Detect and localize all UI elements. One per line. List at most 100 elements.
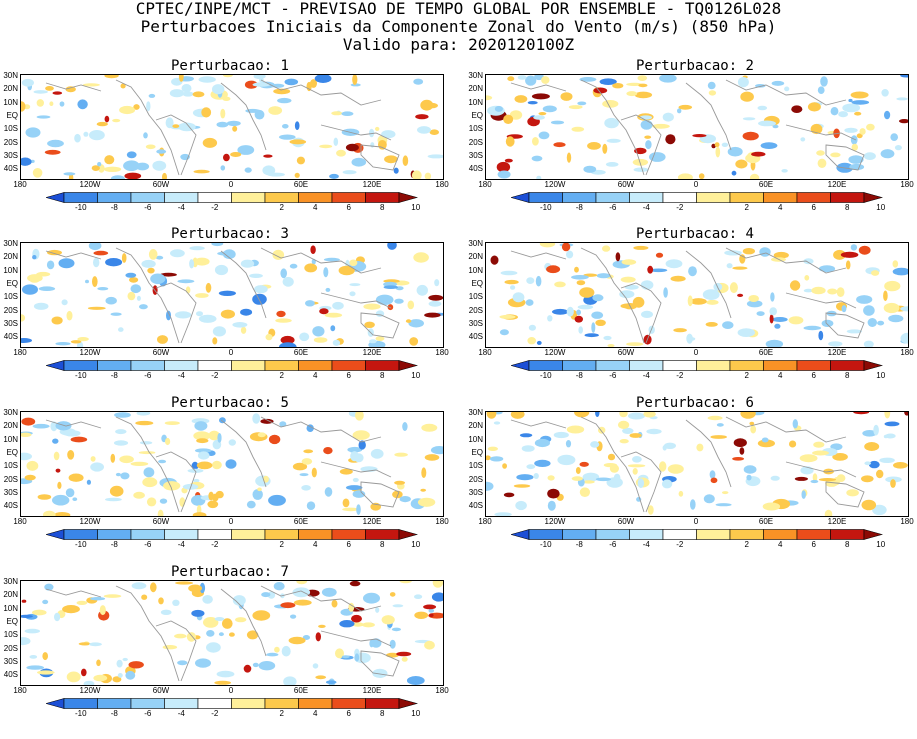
perturbation-contour — [356, 504, 361, 515]
perturbation-contour — [861, 499, 877, 511]
perturbation-contour — [351, 157, 367, 167]
perturbation-contour — [150, 273, 166, 285]
perturbation-contour — [428, 300, 442, 307]
perturbation-contour — [42, 599, 49, 605]
perturbation-contour — [861, 475, 874, 483]
perturbation-contour — [220, 309, 235, 319]
colorbar-label: 10 — [411, 203, 421, 212]
colorbar-label: -4 — [642, 203, 650, 212]
perturbation-contour — [263, 154, 273, 158]
wind-perturbation-map — [485, 74, 909, 180]
perturbation-contour — [142, 477, 158, 488]
perturbation-contour — [120, 83, 126, 89]
perturbation-contour — [198, 314, 217, 323]
perturbation-contour — [174, 633, 187, 639]
perturbation-contour — [710, 477, 718, 484]
lat-label: 20N — [3, 421, 18, 431]
perturbation-contour — [735, 159, 748, 169]
lat-label: 20S — [3, 305, 18, 315]
colorbar-segment — [97, 698, 132, 709]
perturbation-contour — [627, 464, 646, 468]
perturbation-contour — [838, 111, 848, 118]
perturbation-contour — [66, 310, 73, 321]
colorbar-segment — [763, 360, 798, 371]
perturbation-contour — [276, 310, 286, 318]
perturbation-contour — [807, 102, 821, 112]
perturbation-contour — [619, 290, 635, 299]
colorbar-label: -6 — [609, 540, 617, 549]
lat-label: 20S — [468, 305, 483, 315]
perturbation-contour — [305, 300, 315, 307]
perturbation-contour — [90, 597, 106, 601]
colorbar-segment — [46, 360, 65, 371]
perturbation-contour — [21, 637, 31, 646]
perturbation-contour — [24, 474, 36, 481]
perturbation-contour — [21, 78, 34, 87]
perturbation-contour — [378, 140, 387, 150]
perturbation-contour — [214, 264, 229, 276]
perturbation-contour — [510, 285, 516, 290]
perturbation-contour — [881, 89, 889, 97]
perturbation-contour — [280, 602, 296, 609]
perturbation-contour — [214, 617, 225, 621]
perturbation-contour — [345, 143, 359, 152]
colorbar-segment — [528, 360, 563, 371]
perturbation-contour — [603, 335, 612, 341]
perturbation-contour — [194, 257, 210, 266]
perturbation-contour — [65, 488, 75, 498]
perturbation-contour — [749, 173, 760, 179]
colorbar-segment — [763, 192, 798, 203]
perturbation-contour — [57, 481, 62, 489]
perturbation-contour — [576, 280, 586, 286]
lon-label: 180 — [13, 686, 27, 695]
perturbation-contour — [591, 311, 604, 319]
lat-label: 30S — [3, 150, 18, 160]
perturbation-contour — [346, 485, 363, 491]
colorbar-label: -8 — [110, 203, 118, 212]
lat-label: 30N — [468, 71, 483, 80]
colorbar-label: 6 — [811, 540, 816, 549]
perturbation-contour — [821, 319, 834, 327]
perturbation-contour — [319, 308, 329, 315]
perturbation-contour — [836, 287, 845, 297]
perturbation-contour — [715, 146, 721, 158]
perturbation-contour — [633, 245, 649, 250]
perturbation-contour — [21, 599, 27, 603]
colorbar-label: 10 — [411, 540, 421, 549]
perturbation-contour — [246, 500, 256, 509]
colorbar-label: -10 — [539, 203, 552, 212]
perturbation-contour — [89, 130, 105, 141]
perturbation-contour — [800, 137, 806, 142]
colorbar-segment — [365, 360, 400, 371]
perturbation-contour — [116, 659, 123, 668]
colorbar-segment — [398, 529, 418, 540]
coastline — [620, 282, 662, 344]
colorbar-label: -10 — [539, 540, 552, 549]
perturbation-contour — [61, 299, 68, 306]
perturbation-contour — [37, 494, 52, 500]
lat-label: 20S — [3, 137, 18, 147]
perturbation-contour — [587, 142, 601, 150]
perturbation-contour — [427, 154, 443, 159]
perturbation-contour — [110, 175, 125, 179]
colorbar-label: -2 — [676, 203, 684, 212]
perturbation-contour — [88, 642, 102, 647]
perturbation-contour — [104, 115, 110, 123]
perturbation-contour — [267, 591, 276, 599]
lon-label: 180 — [13, 180, 27, 189]
lon-label: 120W — [544, 517, 566, 526]
colorbar-label: 6 — [346, 709, 351, 718]
perturbation-contour — [217, 251, 235, 256]
perturbation-contour — [603, 463, 618, 468]
lon-label: 120W — [544, 180, 566, 189]
perturbation-contour — [152, 160, 167, 171]
perturbation-contour — [715, 503, 732, 507]
perturbation-contour — [696, 443, 704, 452]
perturbation-contour — [687, 295, 693, 307]
perturbation-contour — [370, 448, 384, 459]
perturbation-contour — [769, 307, 777, 316]
colorbar-segment — [97, 360, 132, 371]
perturbation-contour — [626, 91, 638, 97]
perturbation-contour — [112, 676, 122, 683]
colorbar-label: 8 — [845, 203, 850, 212]
